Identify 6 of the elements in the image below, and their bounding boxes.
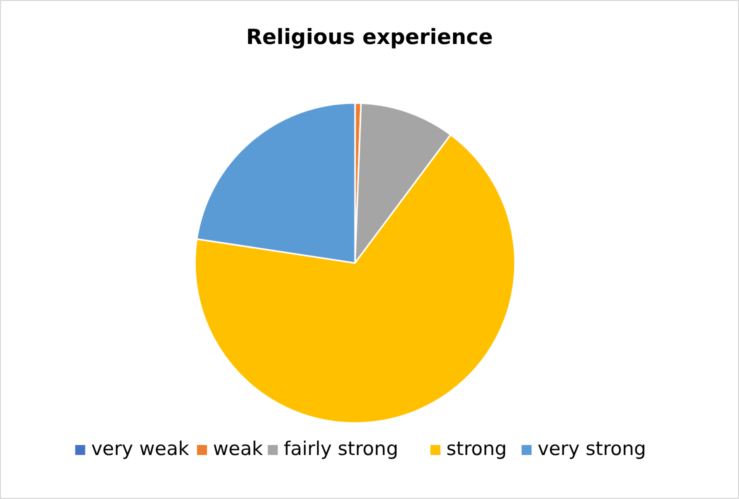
legend-label: very weak [91, 438, 190, 460]
chart-title: Religious experience [246, 25, 493, 49]
legend-label: strong [446, 438, 507, 460]
legend-label: fairly strong [284, 438, 398, 460]
legend-label: weak [213, 438, 263, 460]
legend-label: very strong [538, 438, 646, 460]
